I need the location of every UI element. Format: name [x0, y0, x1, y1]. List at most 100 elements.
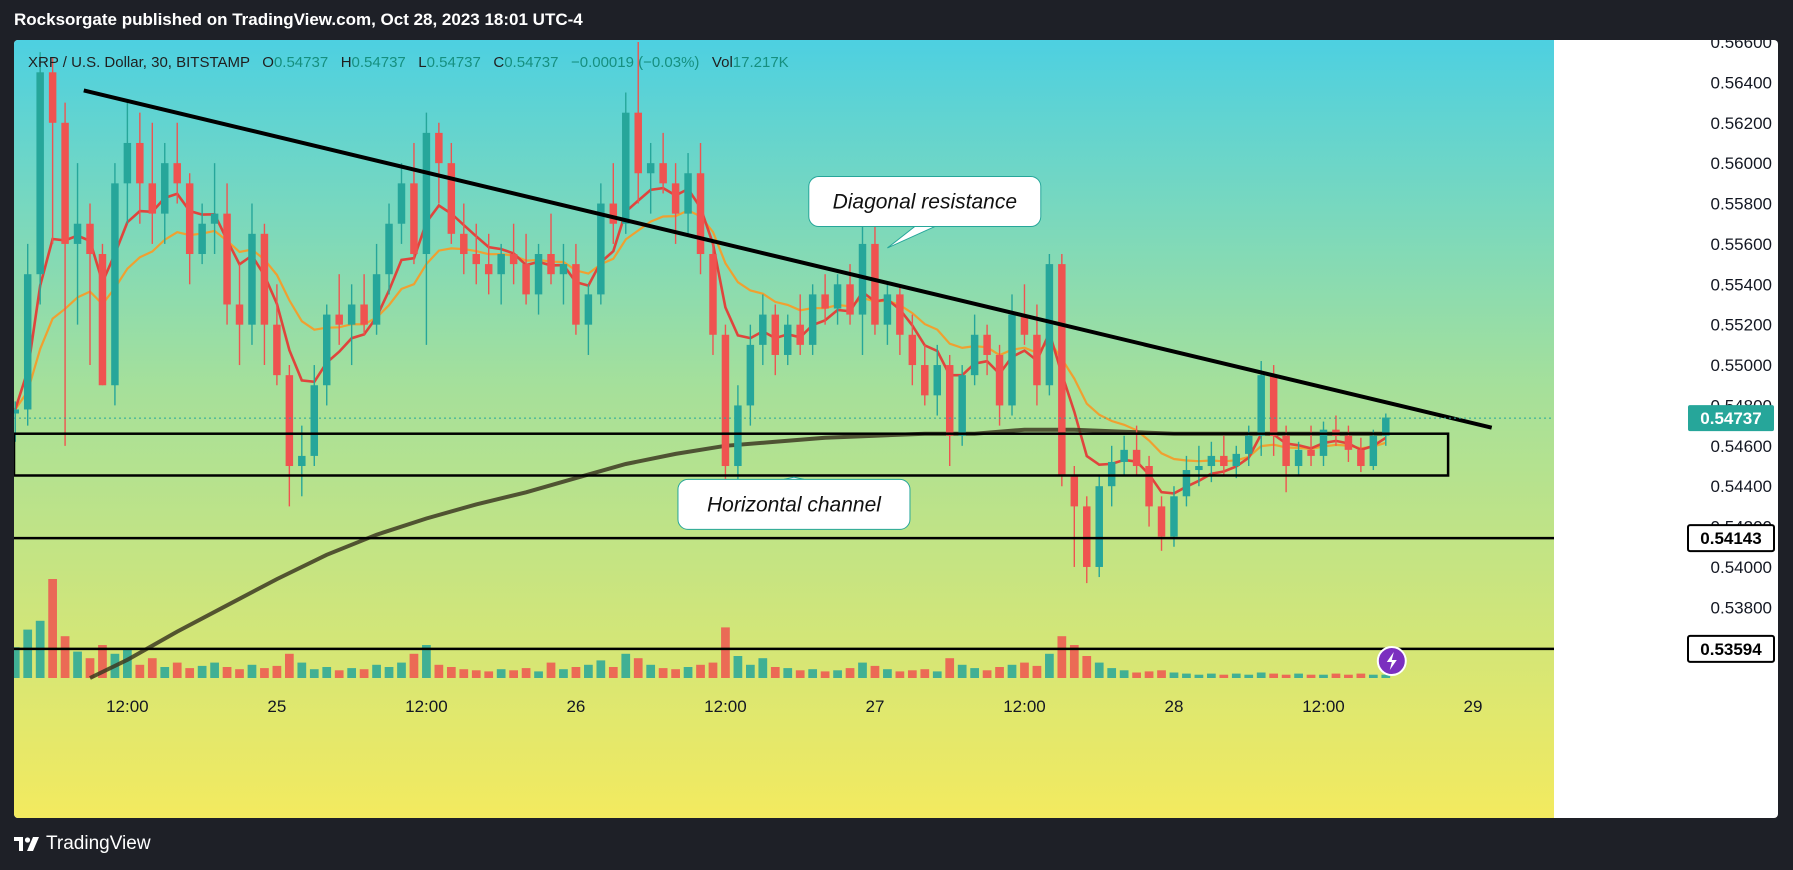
candle	[173, 122, 181, 204]
lightning-icon-glyph	[1386, 652, 1397, 670]
volume-bar	[1007, 664, 1017, 678]
price-tick-label: 0.55400	[1711, 275, 1772, 294]
lightning-icon	[1376, 646, 1407, 676]
legend-open-value: 0.54737	[273, 54, 329, 71]
volume-bar	[1057, 636, 1067, 678]
volume-bar	[870, 665, 880, 678]
candle	[1095, 476, 1103, 578]
candle	[1120, 435, 1128, 477]
candle-body	[111, 183, 119, 386]
volume-bar	[671, 669, 680, 678]
candle	[833, 274, 842, 325]
volume-bar	[309, 669, 319, 678]
candle	[908, 314, 917, 386]
candle	[1195, 445, 1203, 487]
candle	[522, 233, 530, 305]
volume-bar	[534, 671, 543, 678]
candle	[36, 52, 44, 305]
volume-bar	[1082, 656, 1092, 678]
price-tick-label: 0.55600	[1711, 235, 1772, 254]
candle-body	[1045, 264, 1054, 386]
candle-body	[933, 365, 941, 396]
candle	[210, 163, 219, 255]
volume-bar	[23, 629, 33, 678]
candle	[1319, 421, 1328, 467]
volume-bar	[1094, 662, 1104, 678]
volume-bar	[85, 658, 95, 678]
volume-bar	[995, 667, 1004, 678]
candle	[410, 142, 418, 265]
time-tick-label: 26	[566, 697, 585, 716]
candle	[796, 294, 804, 355]
time-tick-label: 12:00	[704, 697, 747, 716]
candle-body	[1220, 455, 1228, 467]
volume-bar	[596, 660, 606, 678]
volume-bar	[210, 662, 219, 678]
candle	[1145, 455, 1153, 527]
candle-body	[796, 324, 804, 345]
chart-svg[interactable]: Diagonal resistance Horizontal channel 0.…	[14, 40, 1778, 818]
candle-body	[609, 203, 618, 224]
volume-bar	[284, 653, 294, 678]
candle-body	[447, 163, 456, 234]
candle	[1033, 304, 1041, 406]
candle	[1170, 486, 1178, 547]
candle	[821, 274, 829, 325]
volume-bar	[621, 653, 631, 678]
legend-symbol: XRP / U.S. Dollar, 30, BITSTAMP	[28, 54, 250, 71]
candle-body	[597, 203, 605, 295]
candle-body	[310, 385, 319, 456]
volume-bar	[446, 667, 456, 678]
candle-body	[921, 365, 929, 396]
volume-bar	[48, 579, 57, 678]
volume-bar	[1356, 673, 1366, 678]
candle-body	[347, 304, 356, 325]
volume-bar	[1107, 668, 1117, 678]
level-tag-bg	[1688, 635, 1774, 662]
candle	[696, 142, 705, 275]
candle	[397, 163, 406, 244]
volume-bar	[521, 668, 531, 678]
candle-body	[48, 72, 57, 123]
volume-bar	[1231, 673, 1241, 678]
candle-body	[285, 375, 294, 467]
level-tag: 0.54143	[1700, 529, 1761, 548]
volume-bar	[559, 669, 568, 678]
volume-bar	[185, 668, 195, 678]
candle	[1344, 425, 1353, 462]
volume-bar	[1256, 672, 1266, 678]
volume-bar	[733, 656, 743, 678]
candle-body	[547, 254, 555, 275]
candle-body	[14, 409, 19, 414]
candle	[1220, 435, 1228, 477]
chart-panel[interactable]: Diagonal resistance Horizontal channel 0.…	[14, 40, 1778, 818]
candle-body	[136, 142, 144, 184]
volume-bar	[1331, 673, 1341, 678]
volume-bar	[608, 667, 618, 678]
candle	[360, 274, 368, 335]
candle-body	[497, 254, 505, 275]
legend-close-label: C	[493, 54, 505, 71]
candle	[759, 294, 767, 366]
price-tick-label: 0.56400	[1711, 73, 1772, 92]
candle	[136, 112, 144, 224]
candle-body	[1195, 466, 1203, 471]
candle	[634, 42, 642, 204]
volume-bar	[945, 658, 955, 678]
volume-bar	[795, 670, 805, 678]
candle	[111, 163, 119, 406]
volume-bar	[509, 670, 518, 678]
volume-bar	[982, 670, 992, 678]
time-tick-label: 27	[865, 697, 884, 716]
level-tag: 0.53594	[1700, 640, 1762, 659]
candle-body	[1083, 506, 1091, 567]
volume-bar	[696, 664, 705, 678]
annotation-callout: Horizontal channel	[677, 476, 911, 530]
volume-layer	[14, 579, 1391, 678]
candle-body	[1319, 429, 1328, 456]
candle	[1382, 413, 1390, 446]
volume-bar	[658, 668, 668, 678]
price-tick-label: 0.54600	[1711, 437, 1772, 456]
candle-body	[472, 254, 480, 265]
candle-body	[235, 304, 244, 325]
